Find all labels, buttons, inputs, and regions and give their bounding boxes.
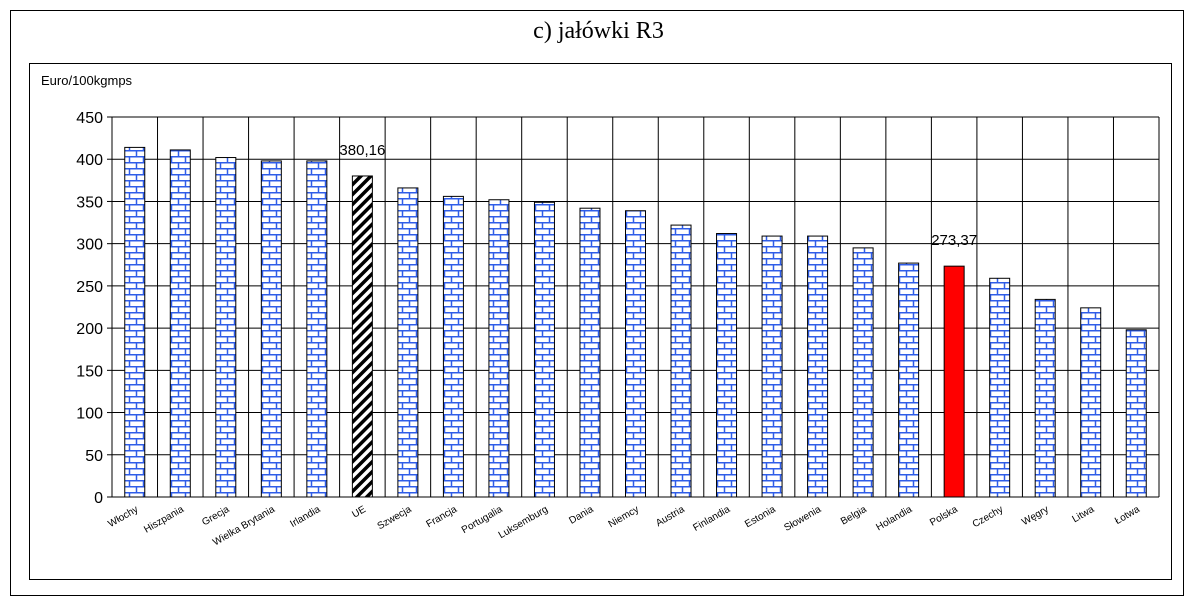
bar [260,160,282,498]
y-tick-label: 150 [76,363,103,380]
plot-area-border [29,63,1172,580]
bar [397,187,419,498]
x-tick-label: Polska [928,504,960,529]
x-tick-label: Holandia [874,504,914,533]
bar [807,235,829,498]
bar [442,195,464,498]
bar [761,235,783,498]
bar [1034,298,1056,498]
x-tick-label: Czechy [971,504,1005,530]
bar [1125,329,1147,498]
bar [989,277,1011,498]
x-tick-label: Szwecja [376,504,414,532]
x-tick-label: Łotwa [1113,504,1142,527]
bar [579,207,601,498]
y-tick-label: 450 [76,110,103,127]
y-axis-label: Euro/100kgmps [41,73,133,88]
y-tick-label: 0 [94,490,103,507]
bar [716,233,738,498]
y-tick-label: 50 [85,448,103,465]
x-tick-label: Dania [567,504,596,527]
bar [625,210,646,498]
bar [306,160,328,498]
bar [351,175,373,498]
bar [169,149,191,498]
x-tick-label: Irlandia [288,504,322,530]
chart-title: c) jałówki R3 [533,18,664,44]
bar [488,199,510,498]
bar [1080,307,1102,498]
bar [670,224,692,498]
x-tick-label: Litwa [1070,504,1096,525]
bar [215,157,237,498]
bar [943,265,965,498]
x-tick-label: Grecja [200,504,231,528]
x-tick-label: Słowenia [782,504,823,534]
x-tick-label: Estonia [743,504,778,530]
x-tick-label: Francja [425,504,460,530]
y-tick-label: 200 [76,321,103,338]
x-tick-label: Niemcy [607,504,641,530]
x-tick-label: Luksemburg [497,504,550,541]
x-tick-label: UE [350,504,368,521]
y-tick-label: 400 [76,152,103,169]
bar [852,247,874,498]
x-tick-label: Węgry [1020,504,1051,528]
data-label: 273,37 [931,232,977,249]
bar [898,262,920,498]
y-tick-label: 350 [76,194,103,211]
x-tick-label: Finlandia [691,504,732,534]
x-tick-label: Hiszpania [142,504,186,536]
y-tick-label: 300 [76,237,103,254]
y-tick-label: 100 [76,406,103,423]
x-tick-label: Austria [654,504,687,529]
x-tick-label: Belgia [839,504,869,528]
x-tick-label: Włochy [106,504,140,530]
bar [533,201,555,498]
data-label: 380,16 [339,142,385,159]
bar [124,146,146,498]
y-tick-label: 250 [76,279,103,296]
